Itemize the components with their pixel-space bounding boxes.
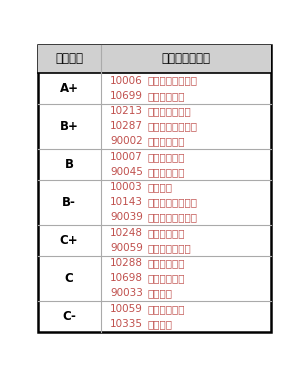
Text: 海军航空工程学院: 海军航空工程学院 <box>147 213 197 222</box>
Text: 沈阳航空航天大学: 沈阳航空航天大学 <box>147 197 197 207</box>
Text: 国防科技大学: 国防科技大学 <box>147 137 185 147</box>
Text: 浙江大学: 浙江大学 <box>147 319 172 329</box>
Text: 上海交通大学: 上海交通大学 <box>147 228 185 238</box>
Text: 10248: 10248 <box>110 228 143 238</box>
Text: 清华大学: 清华大学 <box>147 182 172 192</box>
Text: 10335: 10335 <box>110 319 143 329</box>
Text: A+: A+ <box>60 82 79 95</box>
Text: 10698: 10698 <box>110 273 143 283</box>
Text: 90045: 90045 <box>110 167 143 177</box>
Text: C-: C- <box>62 310 76 323</box>
Text: B: B <box>65 158 74 171</box>
Text: 10059: 10059 <box>110 304 143 314</box>
Text: 中国民航大学: 中国民航大学 <box>147 304 185 314</box>
Bar <box>38 45 271 73</box>
Text: 空军工程大学: 空军工程大学 <box>147 167 185 177</box>
Text: 10287: 10287 <box>110 122 143 131</box>
Text: B-: B- <box>62 196 76 209</box>
Text: 评估结果: 评估结果 <box>55 52 83 65</box>
Text: C: C <box>65 272 73 285</box>
Text: 90059: 90059 <box>110 243 143 253</box>
Text: 10006: 10006 <box>110 76 143 86</box>
Text: 南京航空航天大学: 南京航空航天大学 <box>147 122 197 131</box>
Text: 西安交通大学: 西安交通大学 <box>147 273 185 283</box>
Text: 火箭军工程大学: 火箭军工程大学 <box>147 243 191 253</box>
Text: 10699: 10699 <box>110 91 143 101</box>
Text: 90002: 90002 <box>110 137 143 147</box>
Text: 10143: 10143 <box>110 197 143 207</box>
Text: 90039: 90039 <box>110 213 143 222</box>
Text: 北京理工大学: 北京理工大学 <box>147 152 185 162</box>
Text: 90033: 90033 <box>110 288 143 298</box>
Text: 学校代码及名称: 学校代码及名称 <box>161 52 210 65</box>
Text: B+: B+ <box>60 120 79 133</box>
Text: C+: C+ <box>60 234 79 247</box>
Text: 北京航空航天大学: 北京航空航天大学 <box>147 76 197 86</box>
Text: 装备学院: 装备学院 <box>147 288 172 298</box>
Text: 哈尔滨工业大学: 哈尔滨工业大学 <box>147 106 191 116</box>
Text: 10007: 10007 <box>110 152 143 162</box>
Text: 10288: 10288 <box>110 258 143 269</box>
Text: 西北工业大学: 西北工业大学 <box>147 91 185 101</box>
Text: 10213: 10213 <box>110 106 143 116</box>
Text: 10003: 10003 <box>110 182 143 192</box>
Text: 南京理工大学: 南京理工大学 <box>147 258 185 269</box>
